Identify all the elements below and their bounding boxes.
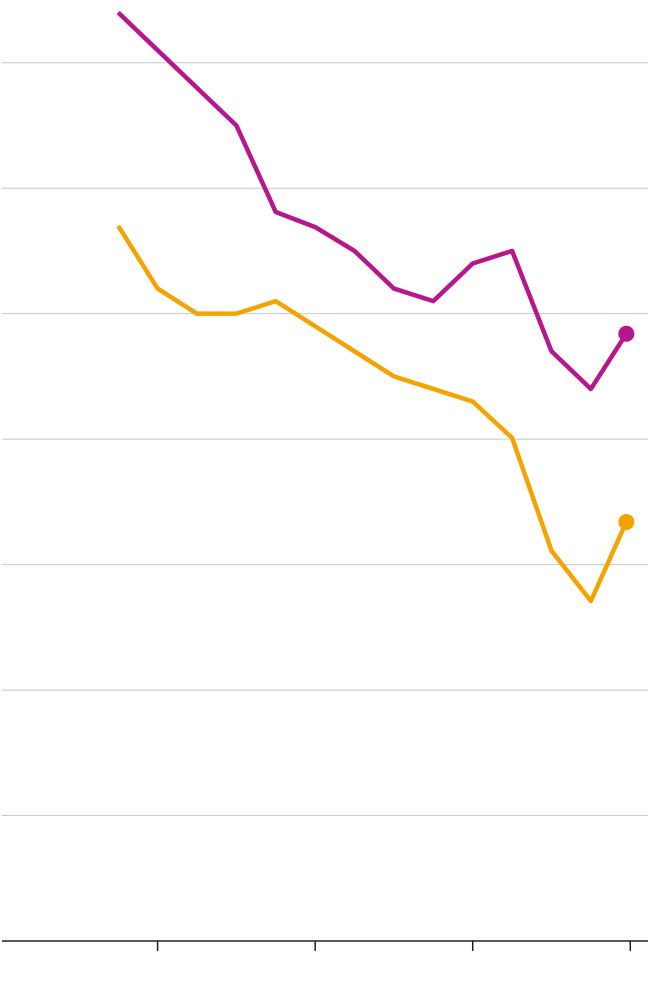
end-point (618, 513, 635, 530)
end-point (618, 325, 635, 342)
series-line (116, 224, 629, 604)
series-line (116, 10, 629, 392)
